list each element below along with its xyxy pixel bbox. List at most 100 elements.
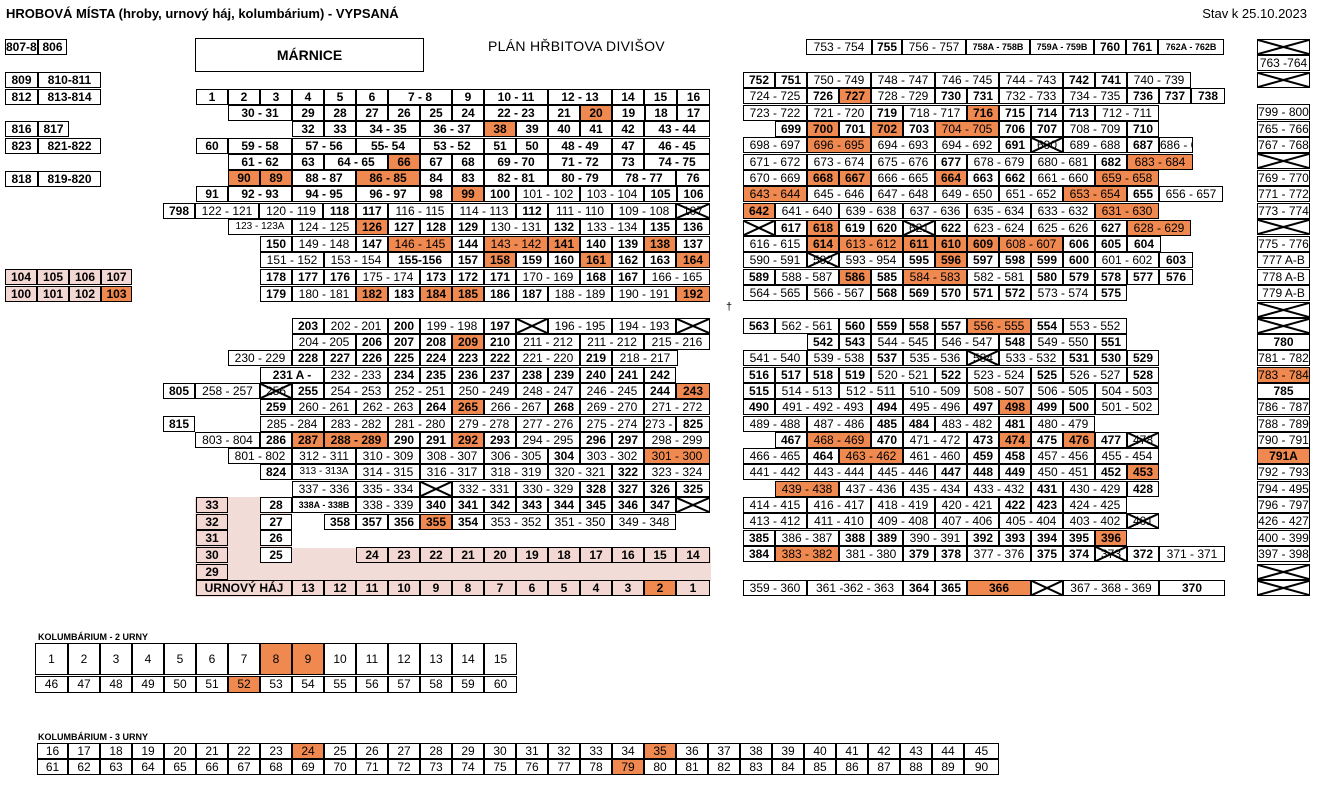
plot-cell: 17	[68, 743, 100, 759]
plot-number: 7	[240, 652, 248, 666]
plot-cell: 288 - 289	[324, 432, 388, 448]
plot-number: 601 - 602	[1101, 253, 1153, 267]
plot-number: 801 - 802	[234, 449, 286, 463]
plot-number: 116 - 115	[395, 204, 445, 218]
plot-number: 298 - 299	[651, 433, 703, 447]
plot-number: 453	[1132, 465, 1154, 479]
plot-cell: 43	[900, 743, 932, 759]
plot-cell: 255	[292, 383, 324, 399]
plot-cell: 318 - 319	[484, 464, 548, 480]
plot-cell: 13	[420, 643, 452, 675]
plot-number: 428	[1132, 482, 1154, 496]
plot-number: 316 - 317	[426, 465, 478, 479]
plot-cell: 384	[743, 546, 775, 562]
plot-number: 44	[941, 744, 955, 758]
plot-cell: 588 - 587	[775, 269, 839, 285]
plot-number: 90	[237, 171, 251, 185]
plot-number: 129	[457, 220, 479, 234]
plot-number: 556 - 555	[973, 319, 1025, 333]
plot-number: 537	[876, 351, 898, 365]
plot-number: 483 - 482	[941, 417, 993, 431]
plot-number: 240	[585, 368, 607, 382]
plot-number: 51	[205, 677, 219, 691]
plot-cell: 100	[5, 286, 37, 302]
plot-cell: 211 - 212	[516, 334, 580, 350]
cross-out-icon	[1258, 73, 1309, 87]
plot-cell: 359 - 360	[743, 580, 807, 596]
plot-cell: 88 - 87	[292, 170, 356, 186]
plot-number: 31	[205, 531, 219, 545]
plot-number: 788 - 789	[1258, 417, 1309, 431]
plot-cell: 512 - 511	[839, 383, 903, 399]
plot-number: 463 - 462	[845, 449, 897, 463]
plot-number: 748 - 747	[877, 73, 929, 87]
plot-cell: 480 - 479	[1031, 416, 1095, 432]
plot-cell: 228	[292, 350, 324, 366]
plot-cell: 392	[967, 530, 999, 546]
plot-number: 590 - 591	[749, 253, 801, 267]
plot-cell: 569	[903, 285, 935, 301]
plot-cell: 80	[644, 759, 676, 775]
plot-number: 675 - 676	[877, 155, 929, 169]
plot-cell: 63	[292, 154, 324, 170]
plot-number: 314 - 315	[362, 465, 414, 479]
plot-number: 395	[1068, 531, 1090, 545]
plot-number: 707	[1036, 122, 1058, 136]
plot-number: 605	[1100, 237, 1122, 251]
plot-number: 670 - 669	[749, 171, 801, 185]
plot-number: 24	[301, 744, 315, 758]
plot-number: 33	[333, 122, 347, 136]
plot-number: 423	[1036, 498, 1058, 512]
plot-number: 342	[489, 498, 511, 512]
cross-out-icon	[968, 351, 998, 365]
plot-cell: 767 - 768	[1257, 137, 1310, 153]
plot-number: 613 - 612	[845, 237, 897, 251]
cross-out-icon	[1128, 514, 1158, 528]
plot-cell: 723 - 722	[743, 105, 807, 121]
plot-cell: 73	[420, 759, 452, 775]
plot-number: 87	[877, 760, 891, 774]
plot-number: 618	[812, 221, 834, 235]
plot-number: 188 - 189	[554, 287, 606, 301]
plot-number: 328	[585, 482, 607, 496]
plot-cell: 379	[903, 546, 935, 562]
cancelled-plot-cell: 478	[1127, 432, 1159, 448]
plot-cell: 35	[644, 743, 676, 759]
plot-cell: 343	[516, 497, 548, 513]
plot-number: 167	[617, 270, 639, 284]
plot-cell: 327	[612, 481, 644, 497]
plot-cell: 728 - 729	[871, 88, 935, 104]
plot-number: 171	[489, 270, 511, 284]
plot-number: 353 - 352	[490, 515, 542, 529]
plot-number: 619	[844, 221, 866, 235]
plot-number: 572	[1004, 286, 1026, 300]
cancelled-plot-cell: 621	[903, 220, 935, 236]
plot-number: 2	[656, 581, 664, 595]
plot-cell: 211 - 212	[580, 334, 644, 350]
cancelled-plot-cell: 256	[260, 383, 292, 399]
plot-cell: 32	[548, 743, 580, 759]
plot-cell: 459	[967, 448, 999, 464]
plot-cell: 277 - 276	[516, 416, 580, 432]
plot-number: 459	[972, 449, 994, 463]
plot-cell: 208	[420, 334, 452, 350]
plot-cell: 117	[356, 203, 388, 219]
plot-number: 66	[397, 155, 411, 169]
plot-cell: 609	[967, 236, 999, 252]
plot-cell: 701	[839, 121, 871, 137]
plot-cell: 90	[228, 170, 260, 186]
plot-cell: 347	[644, 497, 676, 513]
plot-cell: 210	[484, 334, 516, 350]
plot-number: 46 - 45	[658, 139, 696, 153]
plot-number: 458	[1004, 449, 1026, 463]
plot-number: 64	[141, 760, 155, 774]
plot-cell: 431	[1031, 481, 1063, 497]
plot-number: 135	[649, 220, 671, 234]
plot-number: 414 - 415	[749, 498, 801, 512]
plot-number: 25	[429, 106, 443, 120]
plot-number: 123 - 123A	[235, 221, 285, 232]
plot-number: 235	[425, 368, 447, 382]
plot-number: 568	[876, 286, 898, 300]
plot-number: 306 - 305	[490, 449, 542, 463]
plot-cell: 393	[999, 530, 1031, 546]
